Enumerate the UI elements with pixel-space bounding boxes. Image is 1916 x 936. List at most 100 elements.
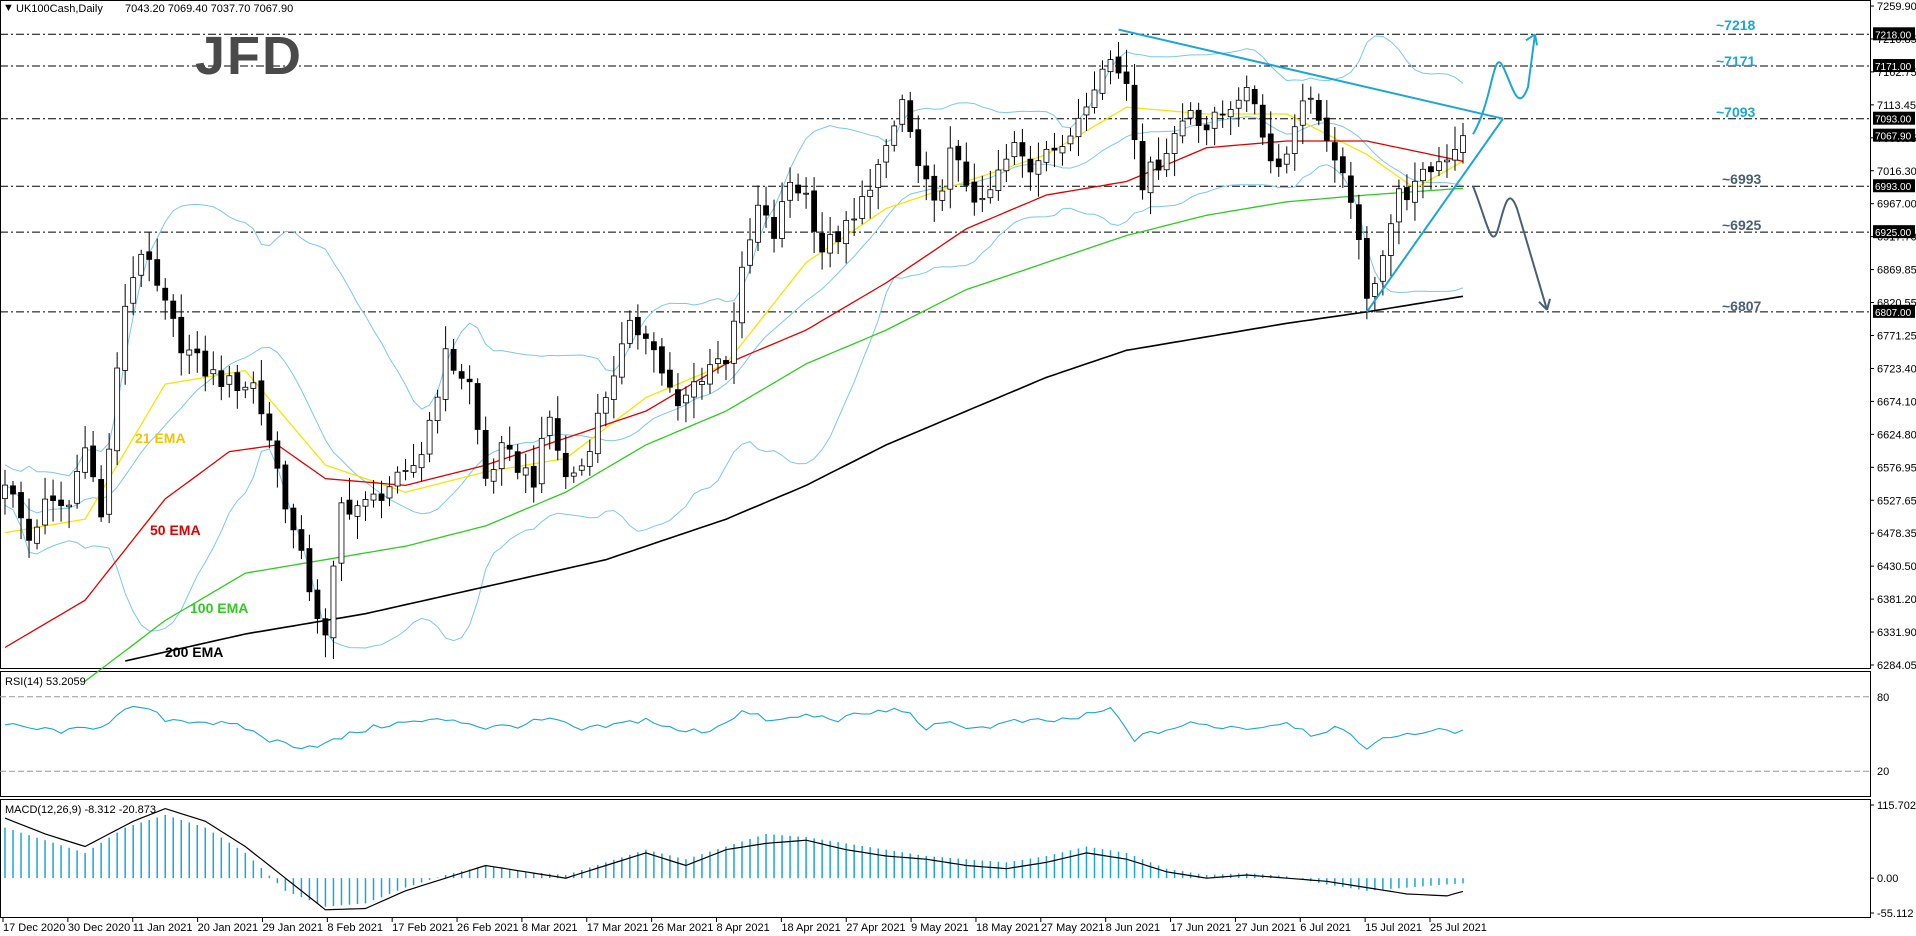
bollinger-lower [4,164,1464,649]
ema50-label: 50 EMA [150,522,201,538]
candle-body-down [50,495,56,501]
date-tick-label: 17 Mar 2021 [587,922,649,934]
candle [819,212,826,270]
candle-body-up [82,447,89,473]
candle [1107,50,1114,85]
candle-body-up [130,277,137,304]
price-tick-label: 6331.90 [1877,627,1916,639]
candle [42,477,48,535]
candle [650,332,657,373]
candle [1259,94,1266,146]
candle-body-up [1291,126,1298,154]
candle-body-up [122,305,129,371]
candle-body-down [1123,71,1130,84]
date-tick-label: 8 Apr 2021 [717,922,770,934]
candle [1187,102,1194,125]
candle [346,477,353,520]
candle-body-up [699,381,705,385]
candle-body-down [1027,158,1034,173]
candle-body-down [650,341,657,351]
candle-body-down [146,251,153,260]
candle-body-up [570,472,577,477]
date-tick-label: 18 May 2021 [976,922,1040,934]
candle-body-up [610,375,617,400]
candle [1331,127,1338,183]
candle-body-up [538,437,545,485]
candle-body-up [731,320,737,364]
candle-body-up [1436,161,1442,171]
candle [1019,129,1026,178]
candle-body-down [530,465,537,488]
scenario-arrows [1472,33,1551,311]
candle-body-up [1163,153,1170,171]
candle-body-up [995,169,1002,191]
candle [923,151,930,201]
candle-body-down [771,216,777,239]
level-label-7218: ~7218 [1716,17,1756,33]
candle [178,294,185,376]
price-tick-label: 6967.00 [1877,199,1916,211]
rsi-label: RSI(14) 53.2059 [5,676,86,688]
candle-body-down [1251,89,1258,105]
candle [739,251,745,339]
candle-body-up [683,394,689,404]
candle [667,352,673,393]
candle [90,431,97,483]
candle [1307,86,1314,114]
candle [274,431,281,488]
candle [995,150,1002,201]
candle-body-down [819,233,826,253]
candle-body-down [763,205,769,216]
candle [378,480,385,519]
candle-body-up [34,526,40,544]
candle-body-down [234,372,241,392]
candle [1291,114,1298,171]
candle-body-down [723,360,729,365]
candle [66,499,72,529]
price-box [1873,304,1915,318]
candle-body-up [1396,188,1402,223]
candle [699,367,705,400]
candle [106,433,113,524]
level-label-7093: ~7093 [1716,104,1756,120]
candle [594,393,601,464]
candle-body-down [955,145,962,161]
collapse-icon[interactable]: ▼ [3,2,14,14]
candle [875,159,882,210]
candle [1059,134,1066,166]
candle-body-down [1131,84,1138,141]
ema200-label: 200 EMA [165,644,223,660]
candle-body-up [74,471,80,504]
candle-body-up [1059,146,1066,154]
price-tick-label: 6576.95 [1877,462,1916,474]
candle-body-up [210,369,217,375]
candle-body-down [458,371,465,379]
candle [162,278,169,320]
candle-body-up [1388,223,1394,256]
level-lines [0,33,1870,313]
candle-body-up [602,397,609,414]
candle [1155,137,1162,180]
candle-body-up [1227,109,1234,118]
candle [827,216,834,268]
candle [394,466,401,494]
candle-body-down [506,444,513,450]
candle-body-down [474,383,481,430]
price-box [1873,179,1915,193]
candle-body-down [202,350,209,377]
candle [202,335,209,392]
candle [210,351,217,386]
candle [731,302,737,384]
macd-tick-label: -55.112 [1877,908,1914,920]
candle [82,426,89,479]
candle-body-down [963,161,970,186]
candle-body-up [106,448,113,515]
candle-body-up [1243,87,1250,102]
candle-body-down [931,175,938,201]
price-box-label: 6993.00 [1875,182,1912,193]
candle [154,238,161,292]
candle [1315,93,1322,126]
candle-body-down [1355,204,1362,240]
candle-body-up [843,220,850,245]
